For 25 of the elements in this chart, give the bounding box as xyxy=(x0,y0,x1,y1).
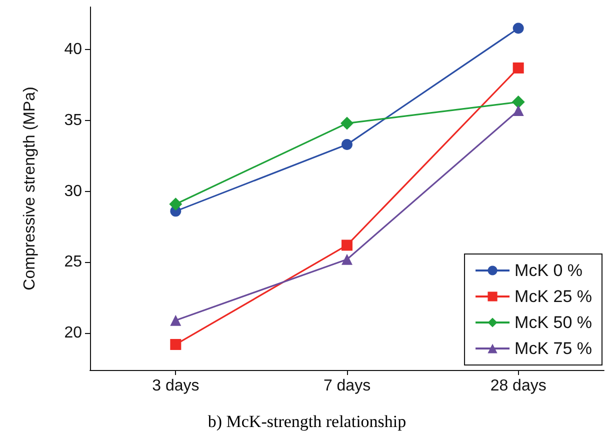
y-tick-label: 40 xyxy=(64,41,82,58)
point xyxy=(342,139,352,150)
y-tick-label: 35 xyxy=(64,112,82,129)
x-tick-label: 28 days xyxy=(490,378,546,394)
point xyxy=(170,338,182,350)
text: b) McK-strength relationship xyxy=(206,412,408,432)
x-tick-label: 7 days xyxy=(323,378,371,394)
point xyxy=(512,105,524,116)
point xyxy=(340,116,354,130)
point xyxy=(169,198,182,211)
point xyxy=(512,96,525,109)
legend-label: McK 50 % xyxy=(514,313,592,332)
legend-label: McK 0 % xyxy=(514,261,583,280)
point xyxy=(342,254,352,265)
legend-label: McK 25 % xyxy=(514,287,592,306)
y-tick-label: 20 xyxy=(64,324,82,342)
y-axis-title: Compressive strength (MPa) xyxy=(22,86,38,290)
point xyxy=(170,314,182,326)
y-tick-label: 25 xyxy=(64,254,82,271)
y-tick-label: 30 xyxy=(64,182,82,200)
point xyxy=(512,62,524,74)
legend-label: McK 75 % xyxy=(514,339,592,358)
point xyxy=(512,22,524,34)
point xyxy=(342,240,352,251)
x-tick-label: 3 days xyxy=(152,378,200,394)
